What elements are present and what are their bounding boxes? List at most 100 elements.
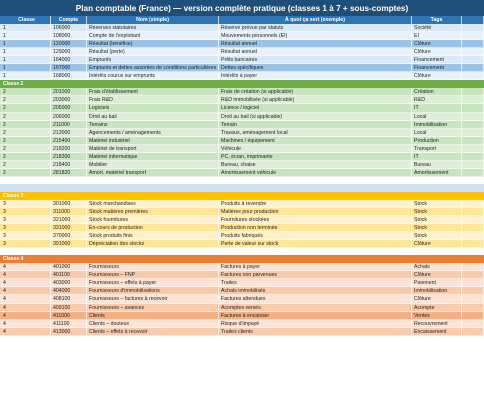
cell-usage[interactable]: Factures attendues: [219, 295, 412, 303]
cell-classe[interactable]: 1: [0, 48, 51, 56]
cell-blank[interactable]: [462, 232, 484, 240]
cell-tags[interactable]: Recouvrement: [412, 319, 462, 327]
cell-nom[interactable]: Matériel de transport: [87, 144, 219, 152]
cell-tags[interactable]: Clôture: [412, 295, 462, 303]
table-row[interactable]: 1 129000 Résultat (perte) Résultat annuel Cl…: [0, 48, 484, 57]
cell-tags[interactable]: Stock: [412, 199, 462, 207]
cell-classe[interactable]: 2: [0, 88, 51, 96]
cell-blank[interactable]: [462, 199, 484, 207]
table-row[interactable]: 2 281820 Amort. matériel transport Amortiss…: [0, 168, 484, 177]
cell-nom[interactable]: Fournisseurs d'immobilisations: [87, 287, 219, 295]
cell-nom[interactable]: Frais R&D: [87, 96, 219, 104]
cell-classe[interactable]: 1: [0, 40, 51, 48]
cell-usage[interactable]: Intérêts à payer: [219, 72, 412, 80]
cell-usage[interactable]: Amortissement véhicule: [219, 168, 412, 176]
cell-blank[interactable]: [462, 24, 484, 32]
cell-classe[interactable]: 1: [0, 72, 51, 80]
cell-compte[interactable]: 411000: [51, 311, 87, 319]
cell-blank[interactable]: [462, 104, 484, 112]
cell-tags[interactable]: Financement: [412, 64, 462, 72]
cell-blank[interactable]: [462, 240, 484, 248]
cell-blank[interactable]: [462, 96, 484, 104]
cell-blank[interactable]: [462, 303, 484, 311]
table-row[interactable]: 2 211000 Terrains Terrain Immobilisation: [0, 120, 484, 129]
cell-compte[interactable]: 413000: [51, 327, 87, 335]
cell-compte[interactable]: 311000: [51, 207, 87, 216]
cell-usage[interactable]: Travaux, aménagement local: [219, 128, 412, 136]
table-row[interactable]: 3 301000 Stock marchandises Produits à reve…: [0, 199, 484, 208]
cell-blank[interactable]: [462, 32, 484, 40]
cell-blank[interactable]: [462, 271, 484, 279]
cell-classe[interactable]: 4: [0, 303, 51, 311]
cell-tags[interactable]: Encaissement: [412, 327, 462, 335]
table-row[interactable]: 3 331000 En-cours de production Production …: [0, 224, 484, 233]
cell-usage[interactable]: Production non terminée: [219, 224, 412, 232]
cell-nom[interactable]: Frais d'établissement: [87, 88, 219, 96]
cell-nom[interactable]: Compte de l'exploitant: [87, 32, 219, 40]
cell-nom[interactable]: Intérêts courus sur emprunts: [87, 72, 219, 80]
cell-classe[interactable]: 4: [0, 311, 51, 319]
table-row[interactable]: 2 203000 Frais R&D R&D immobilisée (si appl…: [0, 96, 484, 105]
cell-usage[interactable]: Achats immobilisés: [219, 287, 412, 295]
table-row[interactable]: 2 218400 Mobilier Bureau, chaise Bureau: [0, 160, 484, 169]
cell-classe[interactable]: 2: [0, 160, 51, 168]
header-usage[interactable]: À quoi ça sert (exemple): [219, 16, 412, 24]
table-row[interactable]: 2 201000 Frais d'établissement Frais de cré…: [0, 88, 484, 97]
cell-compte[interactable]: 164000: [51, 56, 87, 64]
cell-blank[interactable]: [462, 136, 484, 144]
cell-usage[interactable]: PC, écran, imprimante: [219, 152, 412, 160]
cell-tags[interactable]: R&D: [412, 96, 462, 104]
cell-tags[interactable]: Stock: [412, 207, 462, 216]
cell-nom[interactable]: Droit au bail: [87, 112, 219, 120]
cell-nom[interactable]: En-cours de production: [87, 224, 219, 232]
cell-classe[interactable]: 4: [0, 287, 51, 295]
cell-nom[interactable]: Clients – effets à recevoir: [87, 327, 219, 335]
cell-tags[interactable]: Clôture: [412, 40, 462, 48]
cell-compte[interactable]: 206000: [51, 112, 87, 120]
table-row[interactable]: 1 167000 Emprunts et dettes assorties de c…: [0, 64, 484, 73]
cell-tags[interactable]: Création: [412, 88, 462, 96]
cell-classe[interactable]: 4: [0, 263, 51, 271]
cell-classe[interactable]: 3: [0, 232, 51, 240]
cell-tags[interactable]: Achats: [412, 263, 462, 271]
cell-compte[interactable]: 218400: [51, 160, 87, 168]
table-row[interactable]: 4 404000 Fournisseurs d'immobilisations Ach…: [0, 287, 484, 296]
cell-classe[interactable]: 1: [0, 56, 51, 64]
cell-usage[interactable]: Véhicule: [219, 144, 412, 152]
cell-classe[interactable]: 2: [0, 136, 51, 144]
cell-blank[interactable]: [462, 295, 484, 303]
cell-usage[interactable]: Résultat annuel: [219, 40, 412, 48]
cell-classe[interactable]: 1: [0, 64, 51, 72]
table-row[interactable]: 1 164000 Emprunts Prêts bancaires Financemen…: [0, 56, 484, 65]
cell-nom[interactable]: Emprunts et dettes assorties de conditio…: [87, 64, 219, 72]
cell-tags[interactable]: Clôture: [412, 240, 462, 248]
cell-blank[interactable]: [462, 263, 484, 271]
cell-usage[interactable]: Factures à encaisser: [219, 311, 412, 319]
cell-classe[interactable]: 4: [0, 319, 51, 327]
cell-classe[interactable]: 1: [0, 32, 51, 40]
cell-compte[interactable]: 120000: [51, 40, 87, 48]
cell-blank[interactable]: [462, 40, 484, 48]
cell-nom[interactable]: Réserves statutaires: [87, 24, 219, 32]
table-row[interactable]: 4 413000 Clients – effets à recevoir Traite…: [0, 327, 484, 336]
cell-nom[interactable]: Stock produits finis: [87, 232, 219, 240]
table-row[interactable]: 2 205000 Logiciels Licence / logiciel IT: [0, 104, 484, 113]
cell-tags[interactable]: Stock: [412, 216, 462, 224]
cell-compte[interactable]: 106000: [51, 24, 87, 32]
cell-usage[interactable]: Résultat annuel: [219, 48, 412, 56]
cell-nom[interactable]: Emprunts: [87, 56, 219, 64]
cell-tags[interactable]: Bureau: [412, 160, 462, 168]
cell-usage[interactable]: Frais de création (si applicable): [219, 88, 412, 96]
cell-classe[interactable]: 2: [0, 168, 51, 176]
cell-compte[interactable]: 205000: [51, 104, 87, 112]
cell-nom[interactable]: Matériel industriel: [87, 136, 219, 144]
cell-blank[interactable]: [462, 152, 484, 160]
cell-usage[interactable]: Licence / logiciel: [219, 104, 412, 112]
cell-tags[interactable]: Stock: [412, 232, 462, 240]
cell-compte[interactable]: 281820: [51, 168, 87, 176]
cell-tags[interactable]: Paiement: [412, 279, 462, 287]
cell-classe[interactable]: 2: [0, 112, 51, 120]
cell-nom[interactable]: Stock marchandises: [87, 199, 219, 207]
cell-classe[interactable]: 1: [0, 24, 51, 32]
cell-compte[interactable]: 409100: [51, 303, 87, 311]
